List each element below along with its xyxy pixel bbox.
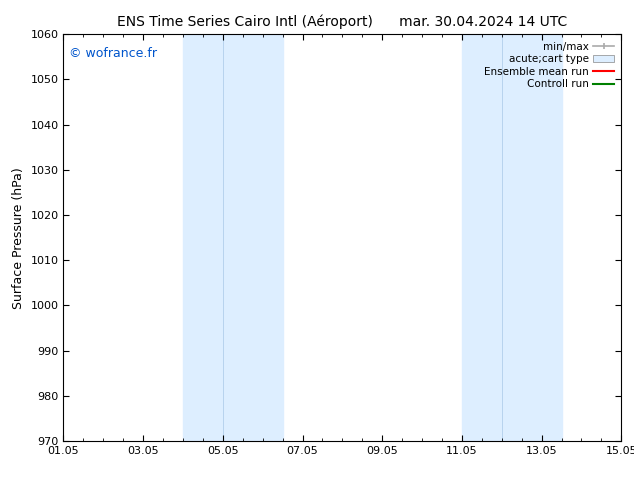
Bar [183,34,283,441]
Y-axis label: Surface Pressure (hPa): Surface Pressure (hPa) [12,167,25,309]
Title: ENS Time Series Cairo Intl (Aéroport)      mar. 30.04.2024 14 UTC: ENS Time Series Cairo Intl (Aéroport) ma… [117,15,567,29]
Bar [462,34,562,441]
Text: © wofrance.fr: © wofrance.fr [69,47,157,59]
Legend: min/max, acute;cart type, Ensemble mean run, Controll run: min/max, acute;cart type, Ensemble mean … [482,40,616,92]
